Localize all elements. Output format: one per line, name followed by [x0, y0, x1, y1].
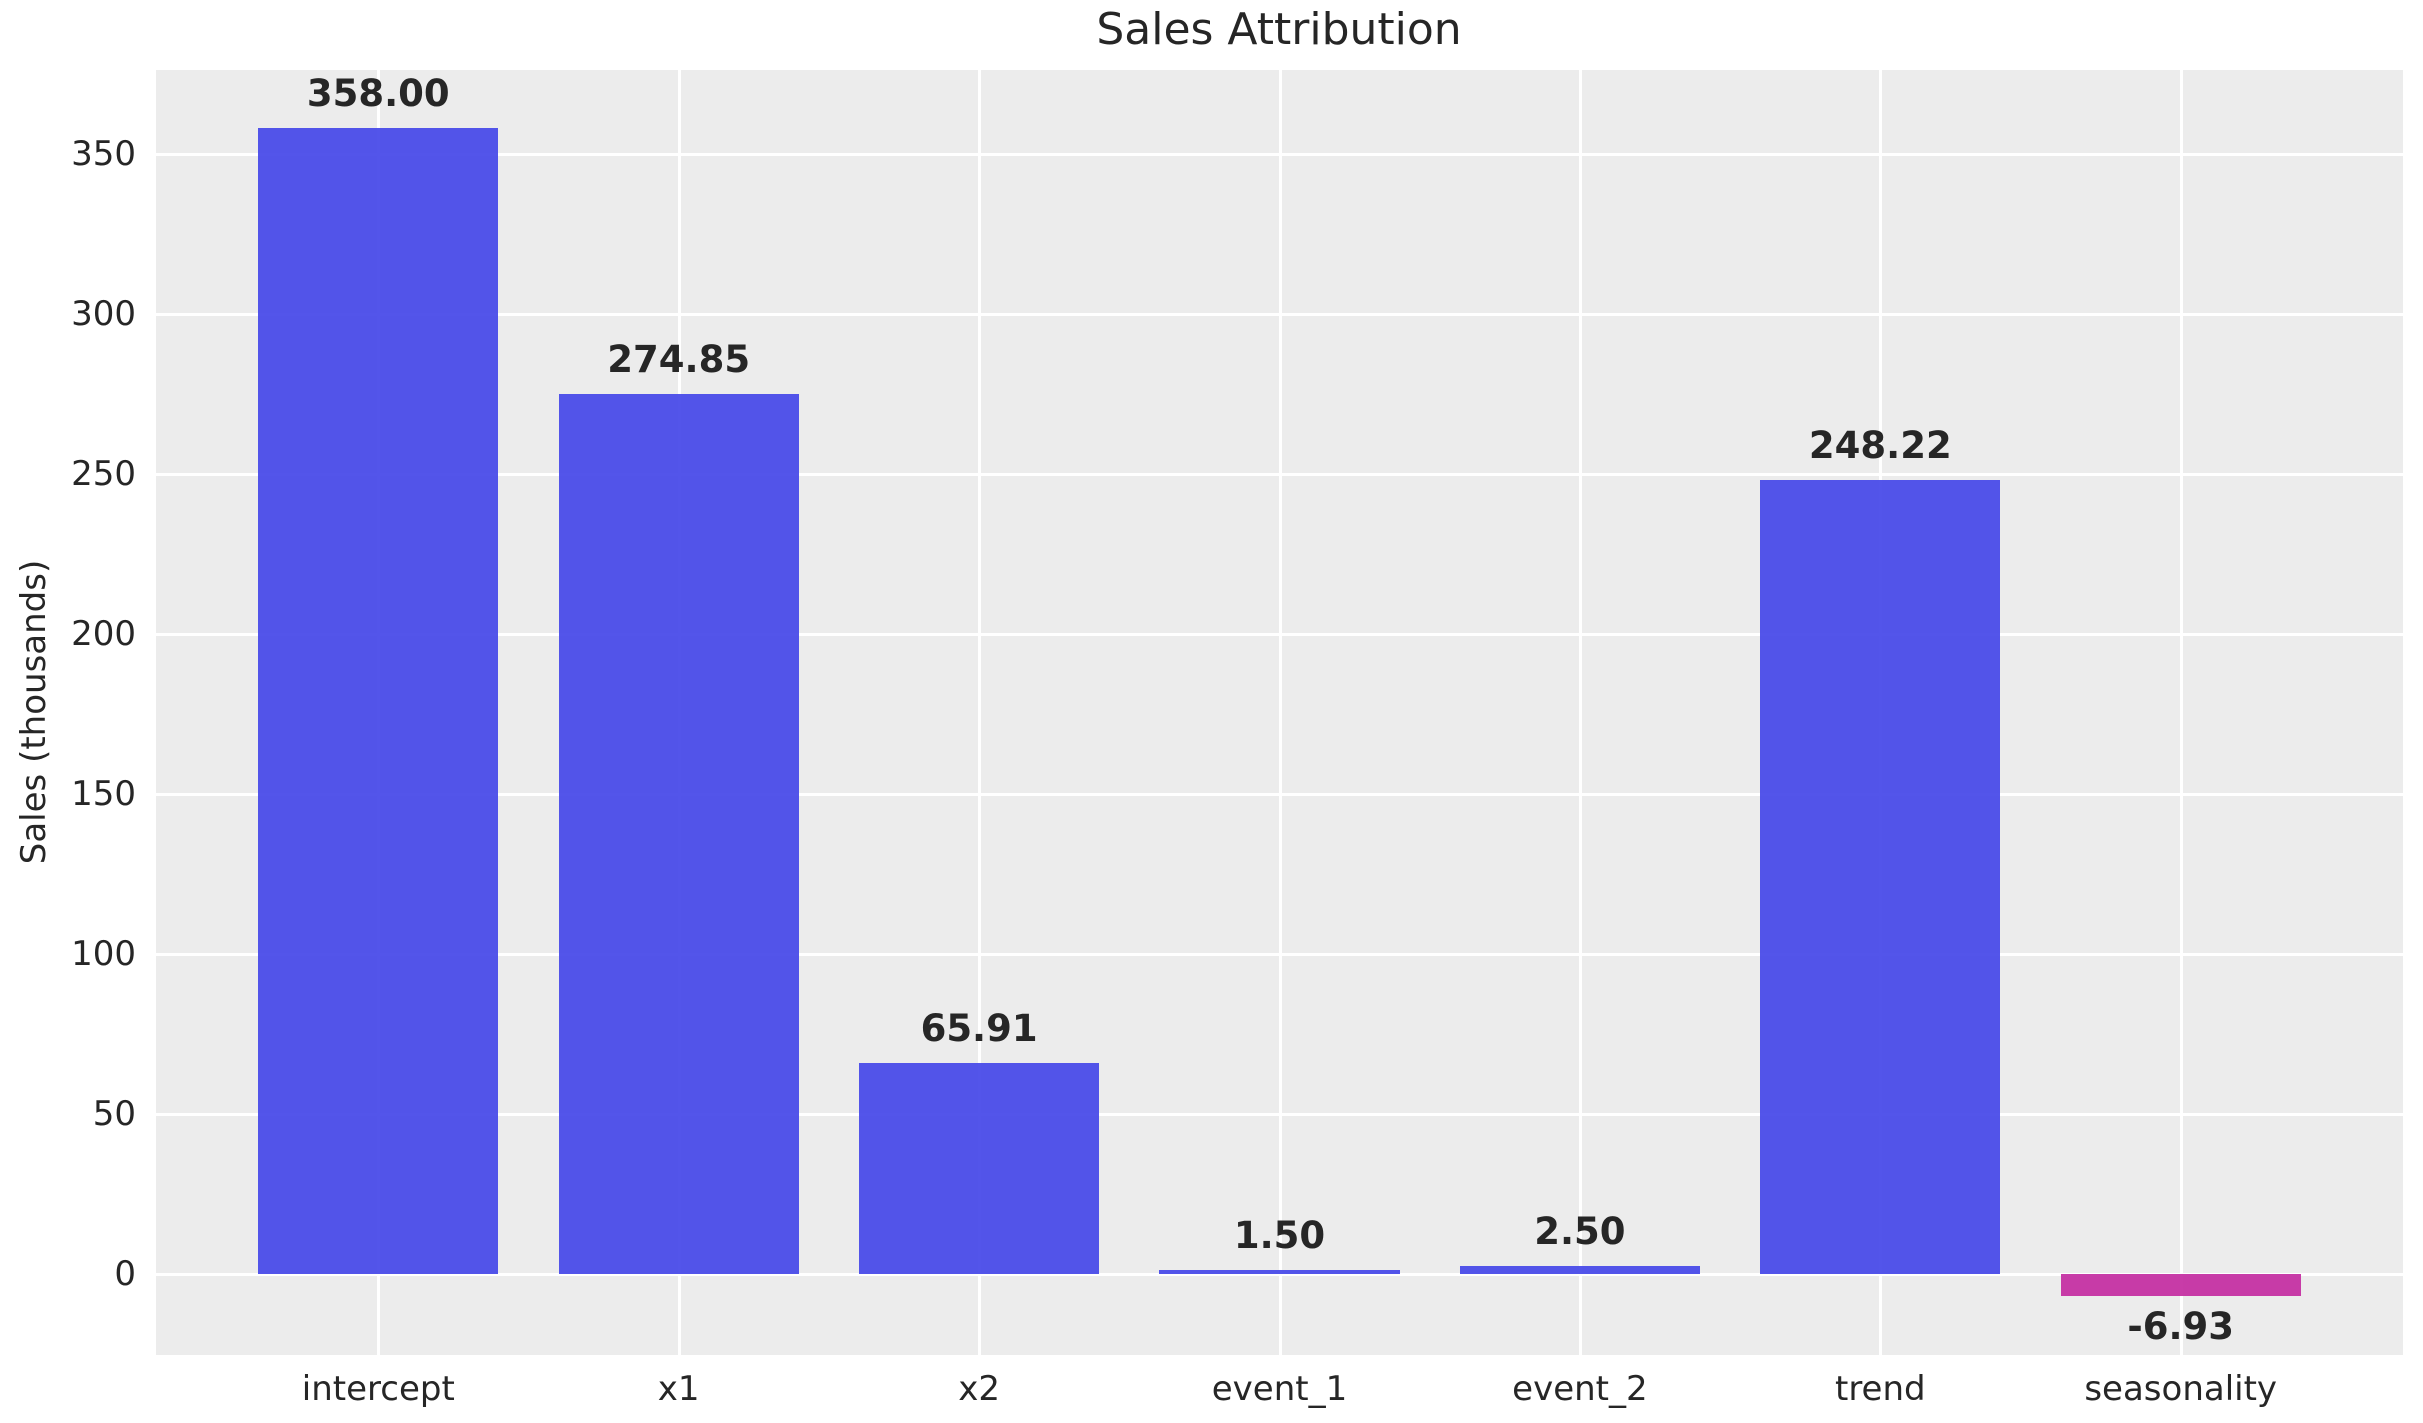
bar-value-label: 65.91	[920, 1007, 1038, 1051]
y-tick-label: 300	[71, 293, 136, 334]
y-tick-label: 150	[71, 774, 136, 815]
y-tick-label: 0	[114, 1254, 136, 1295]
bar-value-label: 1.50	[1233, 1213, 1326, 1257]
bar-value-label: 274.85	[607, 338, 751, 382]
bar-value-label: 248.22	[1808, 423, 1952, 467]
x-tick-label: seasonality	[2084, 1369, 2278, 1409]
x-tick-label: trend	[1834, 1369, 1926, 1409]
x-tick-label: event_2	[1512, 1369, 1648, 1409]
bar-value-label: 358.00	[306, 72, 450, 116]
x-gridline	[978, 70, 982, 1355]
bar-value-label: -6.93	[2127, 1304, 2235, 1348]
bar-trend	[1760, 479, 2001, 1275]
x-tick-label: intercept	[301, 1369, 455, 1409]
bar-value-label: 2.50	[1534, 1210, 1626, 1254]
bar-event_2	[1459, 1266, 1701, 1275]
x-tick-label: x2	[958, 1369, 1000, 1409]
y-axis-label: Sales (thousands)	[14, 559, 54, 865]
y-tick-label: 100	[71, 934, 136, 975]
x-gridline	[2179, 70, 2183, 1355]
bar-event_1	[1159, 1269, 1400, 1275]
y-tick-label: 350	[71, 133, 136, 174]
bar-intercept	[258, 128, 499, 1275]
bar-x2	[858, 1063, 1100, 1275]
y-tick-label: 200	[71, 614, 136, 655]
y-tick-label: 50	[92, 1094, 136, 1135]
y-tick-label: 250	[71, 454, 136, 494]
x-gridline	[1578, 70, 1582, 1355]
chart-title: Sales Attribution	[1096, 4, 1462, 55]
x-tick-label: x1	[657, 1369, 700, 1409]
bar-seasonality	[2060, 1274, 2301, 1297]
x-tick-label: event_1	[1211, 1369, 1348, 1409]
bar-x1	[558, 394, 799, 1275]
plot-area: 358.00 274.85 65.91 1.50 2.50 248.22 -6.93	[156, 70, 2403, 1355]
x-gridline	[1278, 70, 1282, 1355]
